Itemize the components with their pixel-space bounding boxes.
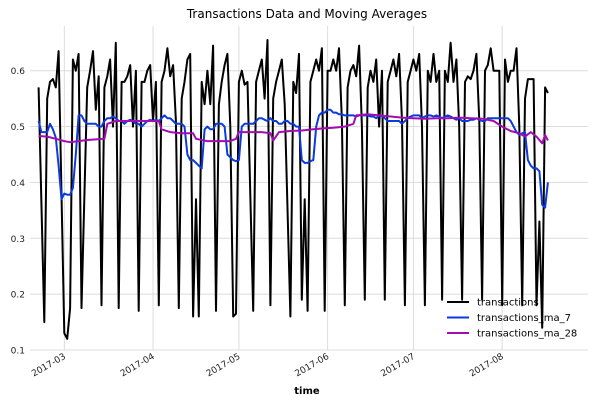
y-tick-label: 0.6 (11, 67, 26, 77)
legend-label: transactions_ma_28 (477, 329, 577, 340)
legend: transactions transactions_ma_7 transaction… (447, 298, 577, 340)
y-tick-labels: 0.1 0.2 0.3 0.4 0.5 0.6 (11, 67, 26, 356)
series-lines (37, 39, 549, 340)
series-line-transactions-ma-7 (37, 108, 549, 209)
y-tick-label: 0.1 (11, 347, 25, 357)
y-tick-label: 0.4 (11, 179, 26, 189)
y-tick-label: 0.5 (11, 123, 25, 133)
legend-label: transactions_ma_7 (477, 313, 571, 324)
chart-title: Transactions Data and Moving Averages (186, 7, 427, 21)
y-tick-label: 0.2 (11, 291, 25, 301)
series-line-transactions (37, 39, 549, 340)
x-axis-label: time (294, 386, 320, 397)
legend-label: transactions (477, 298, 539, 309)
series-line-transactions-ma-28 (38, 113, 549, 145)
y-tick-label: 0.3 (11, 235, 25, 245)
